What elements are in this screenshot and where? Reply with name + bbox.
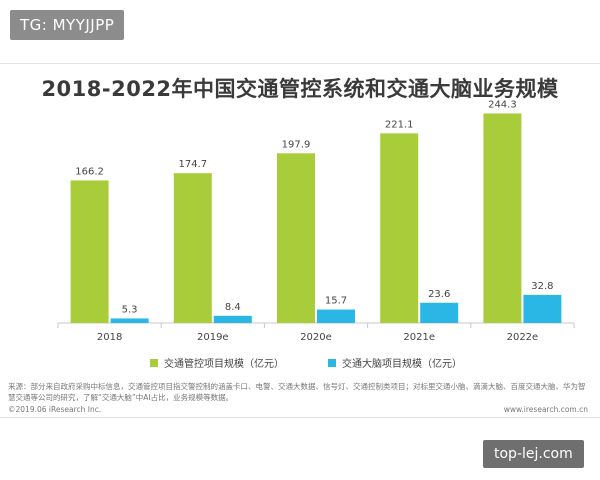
x-tick-label: 2019e: [197, 332, 229, 343]
bar-traffic-control: [483, 113, 522, 324]
bar-traffic-control: [277, 153, 315, 323]
x-tick-label: 2020e: [300, 332, 332, 343]
data-label: 221.1: [385, 119, 414, 130]
legend-item-traffic-brain: 交通大脑项目规模（亿元）: [328, 355, 462, 370]
data-label: 23.6: [428, 289, 450, 300]
legend-label-traffic-control: 交通管控项目规模（亿元）: [164, 359, 284, 370]
bar-traffic-brain: [317, 309, 355, 323]
x-tick-label: 2021e: [403, 332, 435, 343]
data-label: 5.3: [122, 304, 138, 315]
data-label: 197.9: [282, 139, 311, 150]
bar-traffic-brain: [523, 294, 562, 323]
source-website: www.iresearch.com.cn: [503, 405, 588, 414]
legend-swatch-green: [150, 358, 158, 367]
x-tick-label: 2018: [97, 332, 122, 343]
copyright-text: ©2019.06 iResearch Inc.: [8, 405, 102, 414]
data-label: 166.2: [75, 166, 104, 177]
bar-traffic-control: [173, 173, 212, 323]
chart-title: 2018-2022年中国交通管控系统和交通大脑业务规模: [41, 77, 559, 101]
bar-traffic-control: [70, 180, 109, 323]
bar-traffic-brain: [110, 318, 149, 323]
legend-label-traffic-brain: 交通大脑项目规模（亿元）: [342, 359, 462, 370]
chart-legend: 交通管控项目规模（亿元） 交通大脑项目规模（亿元）: [150, 355, 462, 370]
legend-item-traffic-control: 交通管控项目规模（亿元）: [150, 355, 284, 370]
data-label: 15.7: [325, 296, 347, 307]
data-label: 32.8: [531, 281, 553, 292]
bar-traffic-brain: [420, 302, 459, 323]
source-note: 来源：部分来自政府采购中标信息，交通管控项目指交警控制的涵盖卡口、电警、交通大数…: [8, 382, 586, 402]
legend-swatch-blue: [328, 358, 336, 367]
x-tick-label: 2022e: [507, 332, 539, 343]
bar-traffic-brain: [213, 315, 252, 323]
watermark-bottom-label: top-lej.com: [483, 440, 584, 468]
bar-traffic-control: [380, 133, 419, 323]
data-label: 8.4: [225, 302, 241, 313]
data-label: 244.3: [488, 99, 517, 110]
data-label: 174.7: [178, 159, 207, 170]
watermark-top-label: TG: MYYJJPP: [10, 10, 125, 40]
